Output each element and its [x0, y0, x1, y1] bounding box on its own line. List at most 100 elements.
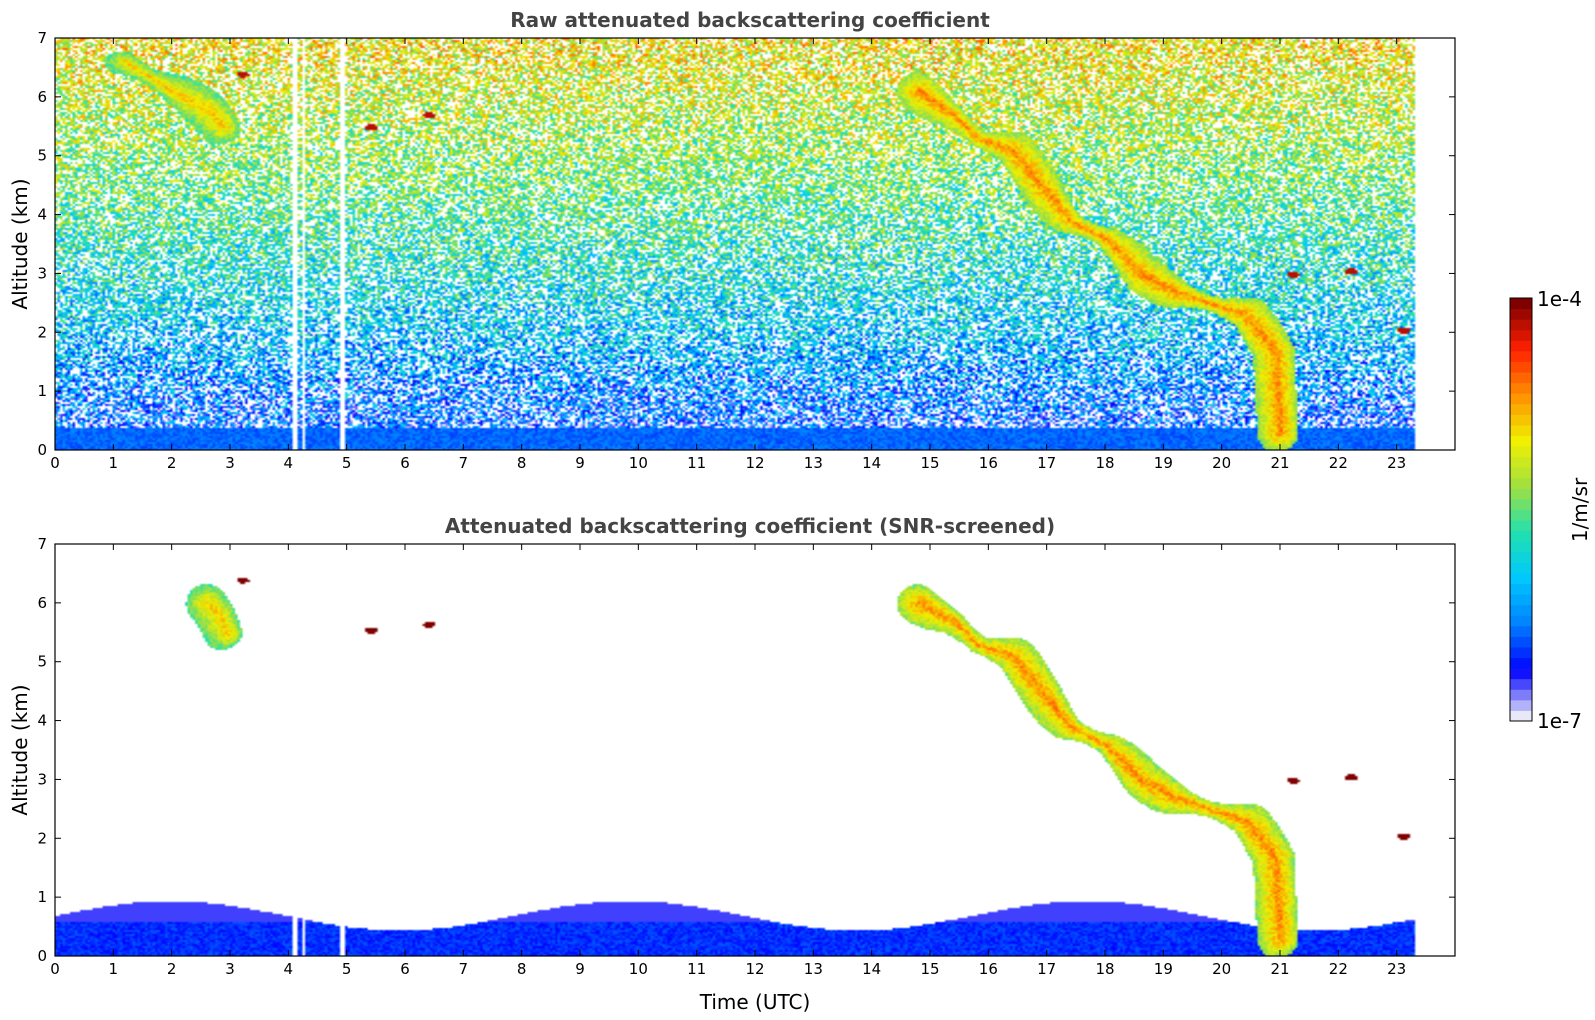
- snr-screened-panel: Attenuated backscattering coefficient (S…: [8, 514, 1456, 1014]
- colorbar-step: [1510, 477, 1532, 489]
- x-tick-label: 20: [1212, 454, 1231, 472]
- colorbar-step: [1510, 530, 1532, 542]
- x-tick-label: 1: [109, 960, 119, 978]
- y-tick-label: 1: [37, 888, 47, 906]
- x-tick-label: 20: [1212, 960, 1231, 978]
- x-tick-label: 7: [459, 454, 469, 472]
- x-tick-label: 8: [517, 960, 527, 978]
- x-tick-label: 2: [167, 454, 177, 472]
- y-tick-label: 0: [37, 441, 47, 459]
- colorbar-max-label: 1e-4: [1537, 287, 1582, 311]
- x-tick-label: 6: [400, 454, 410, 472]
- x-tick-label: 17: [1037, 960, 1056, 978]
- colorbar-step: [1510, 583, 1532, 595]
- colorbar-step: [1510, 604, 1532, 616]
- colorbar-step: [1510, 403, 1532, 415]
- y-tick-label: 0: [37, 947, 47, 965]
- colorbar-step: [1510, 488, 1532, 500]
- colorbar-gradient: [1510, 298, 1532, 722]
- chart-title: Attenuated backscattering coefficient (S…: [445, 514, 1055, 538]
- x-tick-label: 18: [1095, 960, 1114, 978]
- x-tick-label: 4: [284, 454, 294, 472]
- y-tick-label: 6: [37, 594, 47, 612]
- colorbar-step: [1510, 350, 1532, 362]
- x-tick-label: 13: [804, 960, 823, 978]
- y-tick-label: 7: [37, 535, 47, 553]
- backscatter-heatmap: [55, 38, 1455, 450]
- colorbar-step: [1510, 298, 1532, 310]
- x-tick-label: 21: [1270, 454, 1289, 472]
- colorbar-step: [1510, 456, 1532, 468]
- x-tick-label: 12: [745, 454, 764, 472]
- x-tick-label: 14: [862, 960, 881, 978]
- colorbar-step: [1510, 636, 1532, 648]
- colorbar-step: [1510, 562, 1532, 574]
- y-tick-label: 4: [37, 712, 47, 730]
- axis-ticks: 0 1 2 3 4 5 6 7 8 9 10 11 12 13 14 15 16 17 18 19 20 21 22 2301…: [37, 29, 1455, 472]
- y-tick-label: 1: [37, 382, 47, 400]
- colorbar-step: [1510, 382, 1532, 394]
- x-tick-label: 3: [225, 960, 235, 978]
- x-tick-label: 10: [629, 454, 648, 472]
- x-tick-label: 9: [575, 960, 585, 978]
- colorbar-step: [1510, 625, 1532, 637]
- colorbar-step: [1510, 435, 1532, 447]
- colorbar-step: [1510, 541, 1532, 553]
- x-tick-label: 23: [1387, 960, 1406, 978]
- x-tick-label: 18: [1095, 454, 1114, 472]
- colorbar-step: [1510, 594, 1532, 606]
- backscatter-heatmap: [55, 544, 1455, 956]
- x-tick-label: 8: [517, 454, 527, 472]
- colorbar-step: [1510, 668, 1532, 680]
- x-tick-label: 3: [225, 454, 235, 472]
- y-tick-label: 3: [37, 264, 47, 282]
- x-tick-label: 14: [862, 454, 881, 472]
- colorbar-step: [1510, 340, 1532, 352]
- x-tick-label: 1: [109, 454, 119, 472]
- colorbar-step: [1510, 689, 1532, 701]
- x-tick-label: 16: [979, 960, 998, 978]
- y-tick-label: 2: [37, 323, 47, 341]
- colorbar-step: [1510, 699, 1532, 711]
- y-axis-label: Altitude (km): [8, 178, 32, 309]
- y-tick-label: 4: [37, 206, 47, 224]
- y-axis-label: Altitude (km): [8, 684, 32, 815]
- colorbar-step: [1510, 446, 1532, 458]
- y-tick-label: 5: [37, 653, 47, 671]
- y-tick-label: 6: [37, 88, 47, 106]
- x-tick-label: 0: [50, 960, 60, 978]
- colorbar-unit-label: 1/m/sr: [1568, 477, 1592, 542]
- colorbar-step: [1510, 329, 1532, 341]
- x-tick-label: 22: [1329, 960, 1348, 978]
- colorbar-step: [1510, 710, 1532, 722]
- colorbar-frame: [1509, 297, 1533, 722]
- x-tick-label: 15: [920, 454, 939, 472]
- x-tick-label: 10: [629, 960, 648, 978]
- x-tick-label: 0: [50, 454, 60, 472]
- x-tick-label: 11: [687, 454, 706, 472]
- x-tick-label: 15: [920, 960, 939, 978]
- x-tick-label: 17: [1037, 454, 1056, 472]
- x-tick-label: 11: [687, 960, 706, 978]
- colorbar-step: [1510, 414, 1532, 426]
- x-tick-label: 5: [342, 454, 352, 472]
- colorbar-step: [1510, 498, 1532, 510]
- x-tick-label: 19: [1154, 454, 1173, 472]
- x-tick-label: 21: [1270, 960, 1289, 978]
- x-tick-label: 2: [167, 960, 177, 978]
- x-axis-label: Time (UTC): [699, 990, 811, 1014]
- colorbar-step: [1510, 393, 1532, 405]
- chart-title: Raw attenuated backscattering coefficien…: [510, 8, 990, 32]
- colorbar-step: [1510, 372, 1532, 384]
- x-tick-label: 22: [1329, 454, 1348, 472]
- y-tick-label: 5: [37, 147, 47, 165]
- axis-ticks: 0 1 2 3 4 5 6 7 8 9 10 11 12 13 14 15 16 17 18 19 20 21 22 2301…: [37, 535, 1455, 978]
- colorbar-step: [1510, 319, 1532, 331]
- colorbar-step: [1510, 615, 1532, 627]
- x-tick-label: 12: [745, 960, 764, 978]
- y-tick-label: 3: [37, 770, 47, 788]
- colorbar-step: [1510, 678, 1532, 690]
- raw-backscatter-panel: Raw attenuated backscattering coefficien…: [8, 8, 1456, 472]
- colorbar-step: [1510, 657, 1532, 669]
- colorbar-min-label: 1e-7: [1537, 709, 1582, 733]
